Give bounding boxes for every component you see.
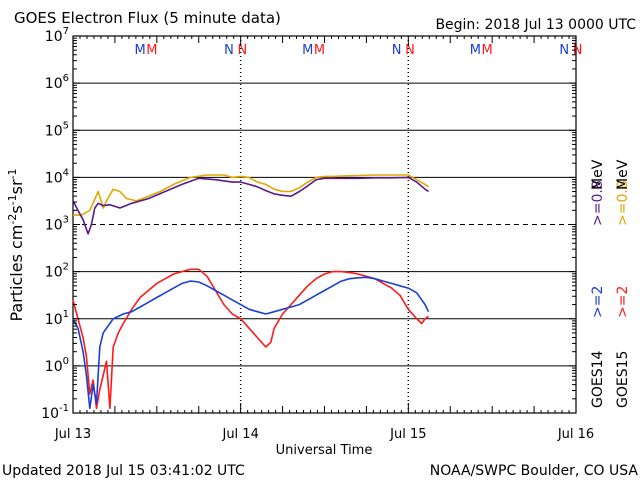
chart-title: GOES Electron Flux (5 minute data) xyxy=(14,9,281,27)
legend-unit-14: MeV xyxy=(590,159,606,190)
y-tick-exp: 3 xyxy=(63,215,69,226)
mn-marker: M xyxy=(134,43,145,58)
y-axis-label-prefix: Particles cm xyxy=(7,225,26,322)
y-tick-exp: 7 xyxy=(63,26,69,37)
y-axis-label-s: s xyxy=(7,205,26,213)
x-tick-label: Jul 15 xyxy=(389,427,426,442)
mn-marker: M xyxy=(146,43,157,58)
credit: NOAA/SWPC Boulder, CO USA xyxy=(430,463,639,479)
legend-goes14: GOES14 xyxy=(590,350,606,408)
y-tick-exp: 2 xyxy=(63,262,69,273)
y-axis-label: Particles cm-2s-1sr-1 xyxy=(6,168,26,321)
legend-goes14-2mev: >=2 xyxy=(590,286,606,318)
y-axis-label-sr: sr xyxy=(7,179,26,194)
series-line xyxy=(72,176,429,235)
legend-unit-15: MeV xyxy=(615,159,631,190)
x-tick-label: Jul 16 xyxy=(557,427,594,442)
x-tick-label: Jul 13 xyxy=(54,427,91,442)
y-tick-label: 101 xyxy=(45,309,69,328)
y-tick-base: 10 xyxy=(45,359,63,375)
y-tick-base: 10 xyxy=(41,406,59,422)
x-axis-label: Universal Time xyxy=(276,443,373,458)
y-tick-label: 103 xyxy=(45,215,69,234)
mn-marker: N xyxy=(237,43,247,58)
y-tick-exp: 5 xyxy=(63,120,69,131)
y-axis-label-exp3: -1 xyxy=(6,168,19,179)
mn-marker: M xyxy=(470,43,481,58)
y-tick-label: 10-1 xyxy=(41,403,69,422)
mn-marker: N xyxy=(405,43,415,58)
series-line xyxy=(72,268,429,410)
series-line xyxy=(72,276,430,410)
legend-goes14-08mev: >=0.8 xyxy=(590,180,606,226)
y-tick-label: 106 xyxy=(45,73,69,92)
mn-marker: M xyxy=(314,43,325,58)
y-tick-exp: 1 xyxy=(63,309,69,320)
y-tick-base: 10 xyxy=(45,170,63,186)
y-tick-exp: 0 xyxy=(63,356,69,367)
mn-marker: N xyxy=(573,43,583,58)
mn-marker: N xyxy=(392,43,402,58)
y-tick-label: 102 xyxy=(45,262,69,281)
legend-goes15-08mev: >=0.8 xyxy=(615,180,631,226)
begin-time: Begin: 2018 Jul 13 0000 UTC xyxy=(435,17,636,33)
y-tick-base: 10 xyxy=(45,29,63,45)
y-tick-label: 100 xyxy=(45,356,69,375)
grid-layer xyxy=(73,36,576,413)
y-tick-base: 10 xyxy=(45,218,63,234)
y-tick-exp: 6 xyxy=(63,73,69,84)
y-tick-base: 10 xyxy=(45,76,63,92)
y-tick-label: 107 xyxy=(45,26,69,45)
y-tick-label: 105 xyxy=(45,120,69,139)
y-tick-base: 10 xyxy=(45,312,63,328)
mn-marker: M xyxy=(482,43,493,58)
y-axis-label-exp2: -1 xyxy=(6,194,19,205)
legend-goes15-2mev: >=2 xyxy=(615,286,631,318)
legend: GOES14 GOES15 >=2 >=2 >=0.8 >=0.8 MeV Me… xyxy=(590,159,631,408)
series-line xyxy=(73,174,429,216)
y-tick-label: 104 xyxy=(45,167,69,186)
y-tick-base: 10 xyxy=(45,123,63,139)
mn-marker: N xyxy=(224,43,234,58)
legend-goes15: GOES15 xyxy=(615,351,631,408)
y-tick-base: 10 xyxy=(45,265,63,281)
mn-marker: N xyxy=(559,43,569,58)
series-layer xyxy=(72,174,430,410)
mn-marker: M xyxy=(302,43,313,58)
y-axis-label-exp1: -2 xyxy=(6,214,19,225)
y-tick-exp: 4 xyxy=(63,167,69,178)
updated-time: Updated 2018 Jul 15 03:41:02 UTC xyxy=(2,463,245,479)
x-tick-label: Jul 14 xyxy=(221,427,258,442)
y-tick-exp: -1 xyxy=(59,403,69,414)
